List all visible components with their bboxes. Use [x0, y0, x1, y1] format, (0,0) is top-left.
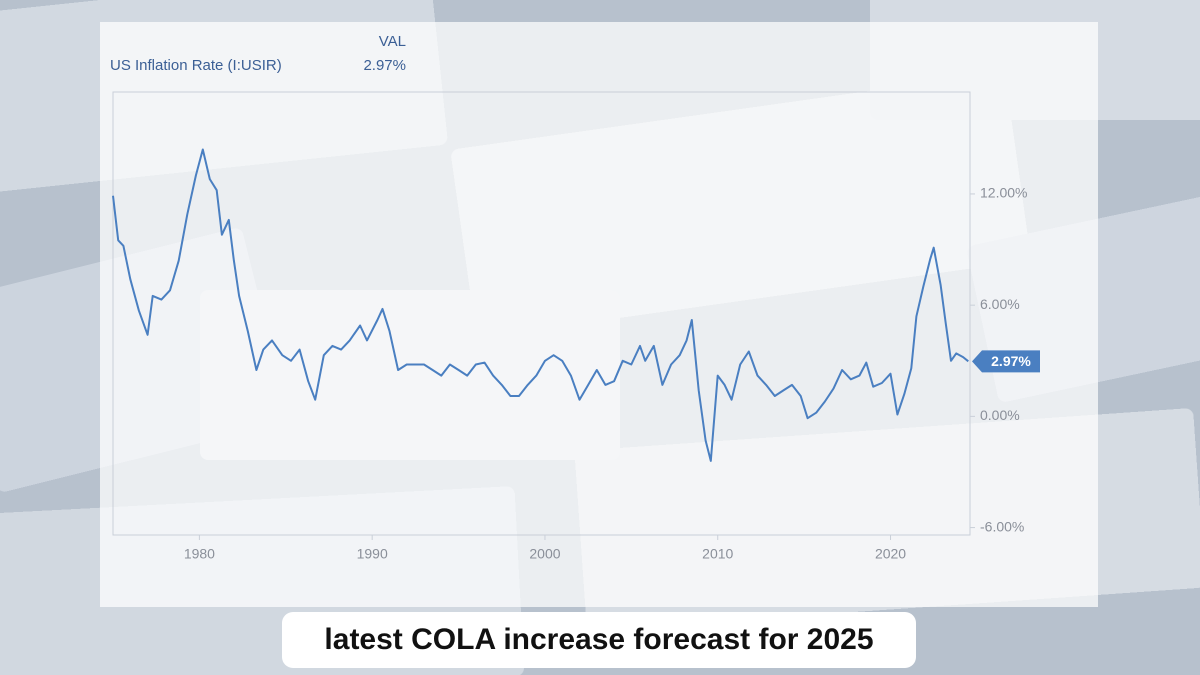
plot-frame: [112, 91, 971, 536]
y-tick-label: 12.00%: [980, 185, 1027, 201]
line: [112, 148, 969, 462]
x-tick-label: 2000: [529, 546, 560, 562]
x-tick-label: 1980: [184, 546, 215, 562]
y-tick-label: 0.00%: [980, 407, 1020, 423]
y-tick-label: 6.00%: [980, 296, 1020, 312]
legend-value: 2.97%: [363, 57, 406, 74]
caption-box: [282, 612, 916, 668]
caption: latest COLA increase forecast for 2025: [324, 623, 873, 656]
plot: -6.00% 0.00% 6.00% 12.00% 1980 1990 2000 2010 20…: [112, 148, 1040, 562]
x-tick-label: 2010: [702, 546, 733, 562]
y-tick-label: -6.00%: [980, 518, 1024, 534]
series-name: US Inflation Rate (I:USIR): [110, 57, 282, 74]
current-value-badge: [972, 350, 1040, 373]
legend-header: VAL: [379, 33, 406, 50]
x-tick-label: 1990: [357, 546, 388, 562]
current-value-label: 2.97%: [991, 353, 1031, 369]
chart-panel: [100, 22, 1098, 607]
x-tick-label: 2020: [875, 546, 906, 562]
